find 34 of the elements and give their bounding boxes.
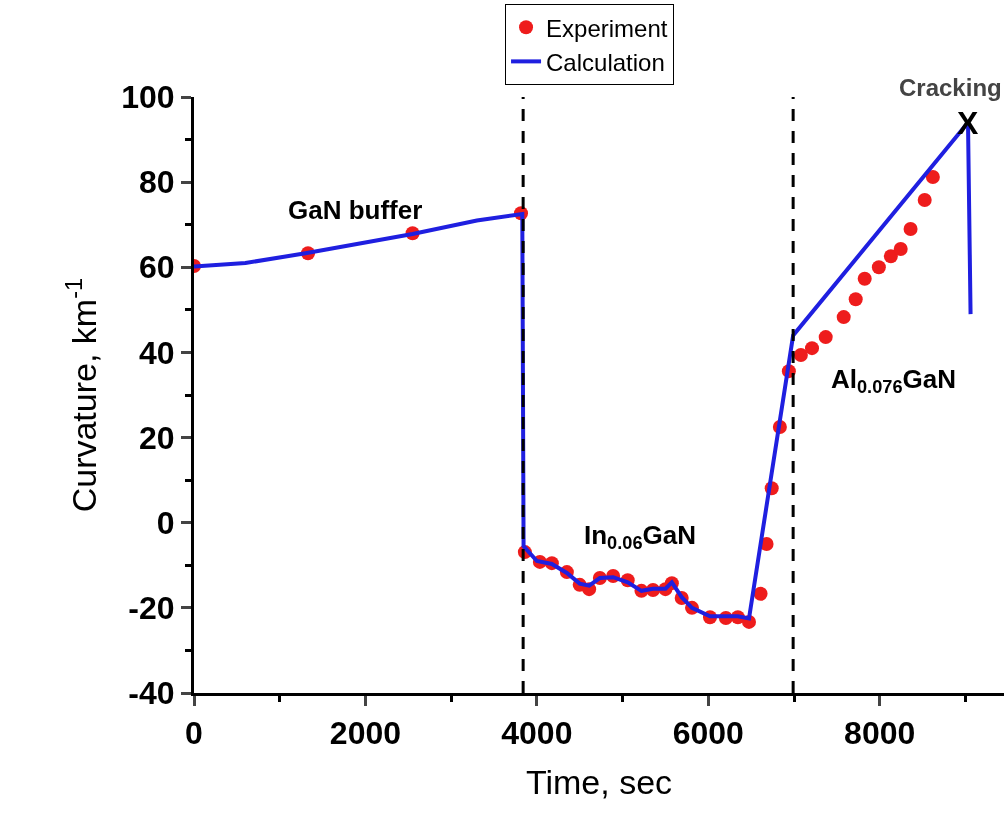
- y-tick-label: -20: [128, 590, 175, 627]
- legend-label: Experiment: [546, 14, 668, 42]
- point: [917, 193, 932, 208]
- point: [903, 221, 918, 236]
- y-tick-label: 80: [139, 164, 175, 201]
- y-tick-label: 40: [139, 334, 175, 371]
- legend-label: Calculation: [546, 48, 665, 76]
- x-tick-label: 6000: [672, 715, 744, 752]
- point: [925, 170, 940, 185]
- y-tick-label: 0: [156, 504, 175, 541]
- annotation: In$_{0.06}$GaN: [584, 520, 696, 554]
- annotation: Al$_{0.076}$GaN: [831, 364, 956, 398]
- point: [883, 249, 898, 264]
- x-tick-label: 0: [185, 715, 203, 752]
- y-tick-label: 20: [139, 419, 175, 456]
- point: [893, 241, 908, 256]
- point: [871, 260, 886, 275]
- x-tick-label: 2000: [329, 715, 402, 752]
- y-tick-label: 60: [139, 249, 175, 286]
- x-tick-label: 8000: [844, 715, 916, 752]
- y-tick-label: -40: [128, 675, 175, 712]
- point: [793, 347, 808, 362]
- annotation: Cracking: [899, 74, 1002, 101]
- point: [818, 330, 833, 345]
- annotation: GaN buffer: [288, 195, 423, 225]
- point: [857, 271, 872, 286]
- point: [805, 341, 819, 356]
- x-axis-title: Time, sec: [525, 762, 673, 801]
- point: [848, 292, 863, 307]
- annotation: X: [957, 105, 979, 141]
- y-tick-label: 100: [121, 79, 175, 116]
- point: [836, 310, 851, 325]
- point: [753, 586, 768, 601]
- x-tick-label: 4000: [501, 715, 573, 752]
